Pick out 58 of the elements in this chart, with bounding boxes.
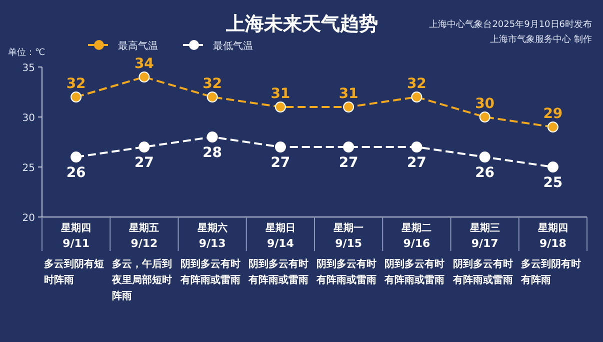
data-label: 31: [270, 86, 290, 102]
text: 阴到多云有时有阵雨或雷雨: [384, 258, 445, 286]
text: 阴到多云有时有阵雨或雷雨: [452, 258, 513, 286]
point: [343, 102, 354, 112]
text: 多云，午后到夜里局部短时阵雨: [111, 258, 172, 302]
data-label: 29: [543, 106, 563, 122]
data-label: 26: [66, 165, 86, 181]
point: [138, 142, 150, 152]
point: [70, 92, 82, 102]
data-label: 32: [202, 76, 222, 92]
data-label: 28: [202, 145, 222, 161]
data-label: 32: [66, 76, 86, 92]
y-tick-label: 25: [22, 163, 35, 174]
x-tick-label: 星期日 9/14: [264, 222, 296, 250]
point: [547, 122, 558, 132]
data-label: 32: [406, 76, 426, 92]
data-label: 27: [134, 155, 154, 171]
data-label: 27: [338, 155, 358, 171]
y-tick-label: 35: [22, 63, 35, 74]
point: [547, 162, 558, 172]
text: 阴到多云有时有阵雨或雷雨: [247, 258, 308, 286]
x-tick-label: 星期六 9/13: [196, 222, 228, 250]
x-tick-label: 星期四 9/11: [60, 222, 92, 250]
x-tick-label: 星期五 9/12: [128, 222, 160, 250]
x-tick-label: 星期一 9/15: [332, 222, 364, 250]
text: 阴到多云有时有阵雨或雷雨: [316, 258, 376, 286]
point: [479, 152, 490, 162]
point: [479, 112, 490, 122]
point: [411, 92, 422, 102]
text: 多云到阴有时有阵雨: [520, 258, 581, 286]
data-label: 27: [270, 155, 290, 171]
data-label: 31: [338, 86, 358, 102]
point: [274, 102, 286, 112]
point: [411, 142, 422, 152]
point: [206, 132, 218, 142]
y-tick-label: 20: [22, 213, 35, 224]
point: [70, 152, 82, 162]
point: [274, 142, 286, 152]
x-tick-label: 星期四 9/18: [536, 222, 568, 250]
data-label: 27: [406, 155, 426, 171]
legend-label: 最低气温: [213, 40, 253, 52]
chart-title: 上海未来天气趋势: [225, 13, 378, 35]
point: [206, 92, 218, 102]
text: 多云到阴有短时阵雨: [44, 258, 104, 286]
x-tick-label: 星期二 9/16: [400, 222, 432, 250]
data-label: 30: [475, 96, 495, 112]
y-tick-label: 30: [22, 113, 35, 124]
data-label: 34: [134, 56, 154, 72]
point: [138, 72, 150, 82]
point: [343, 142, 354, 152]
data-label: 26: [475, 165, 495, 181]
text: 阴到多云有时有阵雨或雷雨: [179, 258, 240, 286]
text: 上海市气象服务中心 制作: [490, 34, 592, 45]
x-tick-label: 星期三 9/17: [468, 222, 500, 250]
data-label: 25: [543, 175, 563, 191]
legend-label: 最高气温: [118, 40, 158, 52]
text: 上海中心气象台2025年9月10日6时发布: [429, 19, 592, 30]
y-axis-title: 单位：℃: [8, 47, 46, 58]
